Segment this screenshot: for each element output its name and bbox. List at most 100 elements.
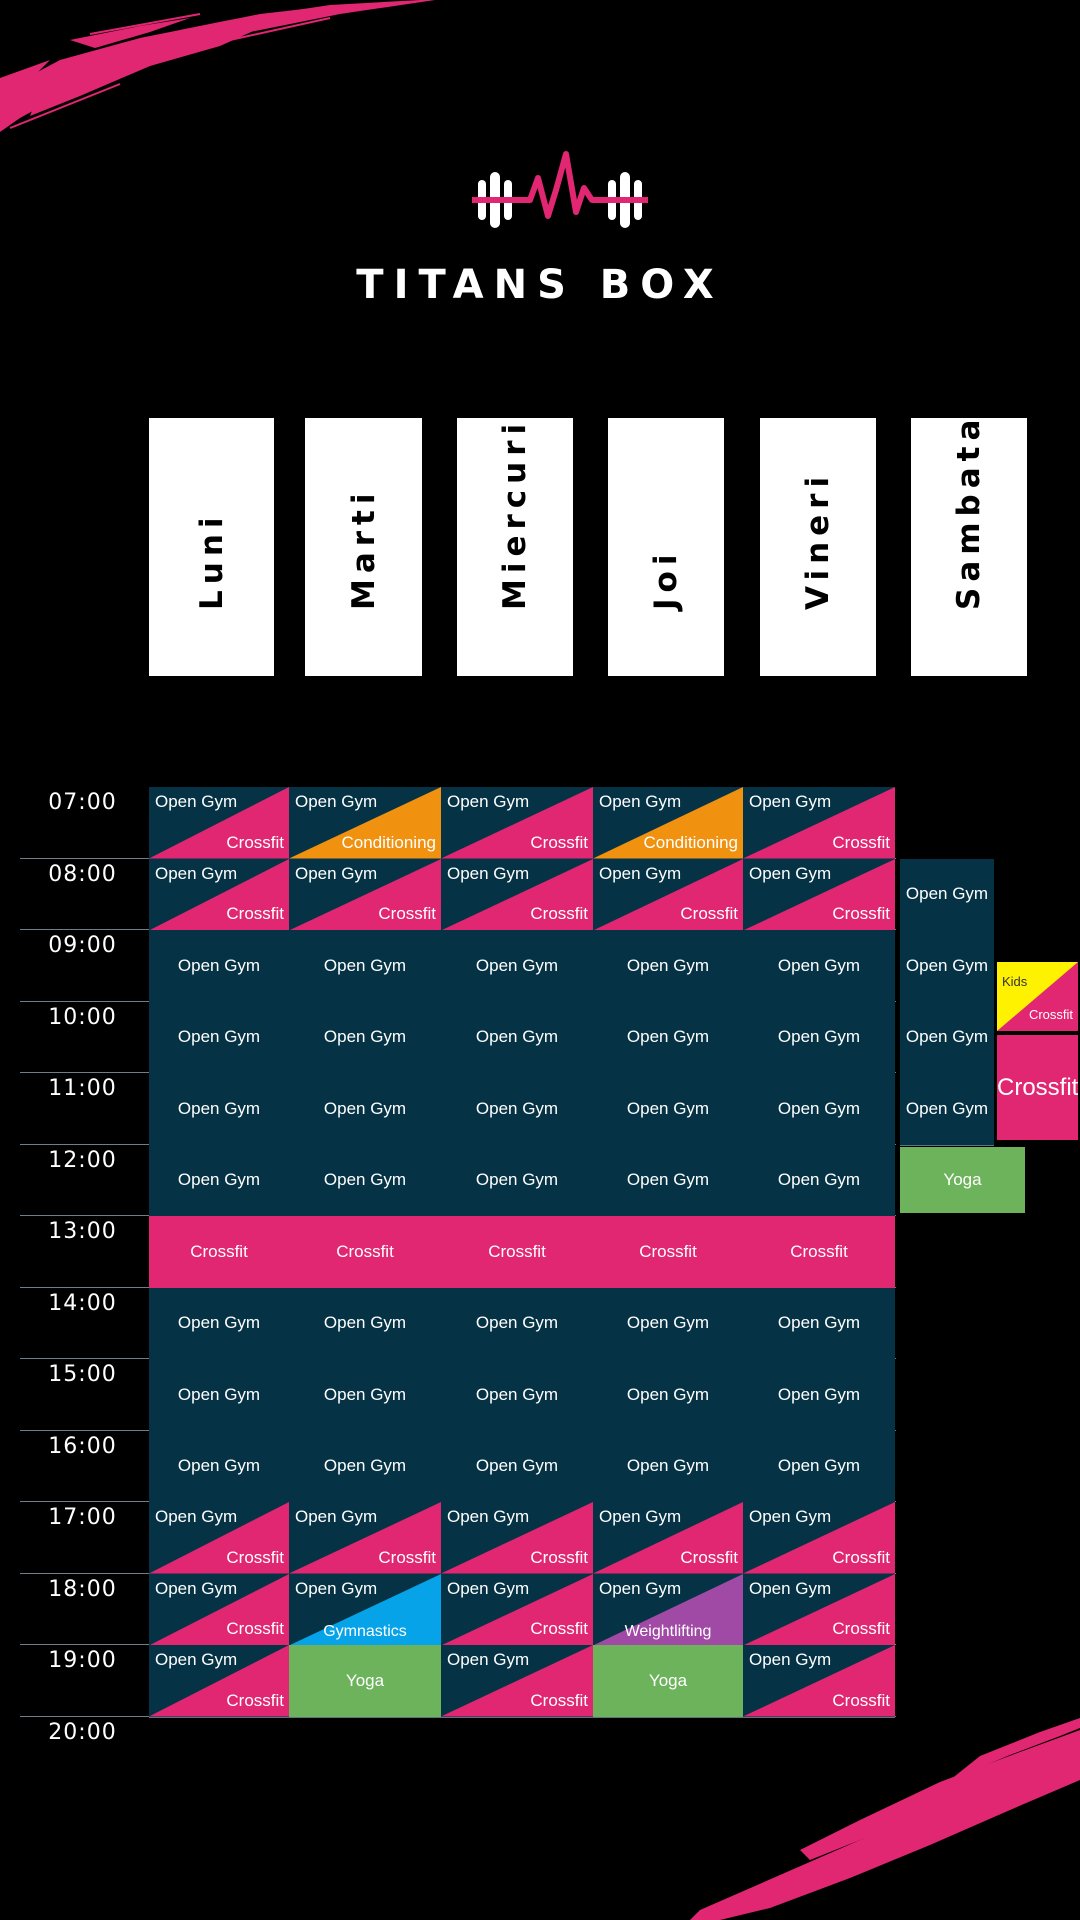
- class-label: Open Gym: [777, 1384, 861, 1404]
- split-triangle: [593, 1502, 743, 1574]
- class-slot: Open Gym Crossfit: [743, 1573, 895, 1646]
- time-label: 13:00: [48, 1219, 117, 1244]
- class-label: Open Gym: [626, 1313, 710, 1333]
- saturday-open-gym: Open Gym: [900, 1001, 994, 1074]
- class-label: Open Gym: [626, 1170, 710, 1190]
- class-slot: Open Gym Conditioning: [593, 787, 743, 860]
- class-label: Open Gym: [777, 1456, 861, 1476]
- split-triangle: [593, 787, 743, 859]
- class-slot: Open Gym: [149, 1001, 289, 1074]
- class-slot: Crossfit: [441, 1216, 593, 1289]
- day-label: Luni: [193, 511, 230, 610]
- class-label: Open Gym: [626, 955, 710, 975]
- class-label: Open Gym: [177, 955, 261, 975]
- barbell-heartbeat-icon: [472, 151, 648, 228]
- split-triangle: [593, 858, 743, 930]
- day-card-miercuri: Miercuri: [457, 418, 573, 676]
- class-label-bottom: Gymnastics: [323, 1623, 407, 1640]
- split-triangle: [441, 858, 593, 930]
- class-slot: Open Gym Crossfit: [149, 1502, 289, 1575]
- day-label: Marti: [345, 487, 382, 610]
- class-slot: Open Gym: [593, 1073, 743, 1146]
- class-slot: Open Gym: [743, 930, 895, 1003]
- class-label-bottom: Crossfit: [530, 904, 588, 923]
- class-label-top: Open Gym: [749, 1507, 832, 1526]
- class-slot: Open Gym: [289, 1359, 441, 1432]
- class-label: Open Gym: [626, 1098, 710, 1118]
- time-label: 19:00: [48, 1648, 117, 1673]
- class-label: Yoga: [648, 1670, 688, 1690]
- class-label-bottom: Crossfit: [832, 1547, 890, 1567]
- class-label-bottom: Crossfit: [530, 1619, 588, 1638]
- time-label: 07:00: [48, 790, 117, 815]
- class-label-bottom: Crossfit: [680, 904, 738, 923]
- class-label-top: Open Gym: [295, 1507, 378, 1526]
- class-label-bottom: Crossfit: [226, 1690, 284, 1710]
- class-slot: Open Gym: [593, 1287, 743, 1360]
- class-slot: Crossfit: [593, 1216, 743, 1289]
- class-label-top: Open Gym: [295, 792, 378, 811]
- class-label: Open Gym: [905, 1027, 989, 1047]
- class-slot: Open Gym: [441, 1287, 593, 1360]
- split-triangle: [743, 1573, 895, 1645]
- class-label-top: Open Gym: [599, 1507, 682, 1526]
- class-label: Open Gym: [177, 1313, 261, 1333]
- class-slot: Open Gym: [743, 1287, 895, 1360]
- class-label-top: Open Gym: [155, 1578, 238, 1598]
- class-slot: Open Gym: [743, 1359, 895, 1432]
- logo: [0, 150, 1080, 240]
- class-label-bottom: Crossfit: [378, 1547, 436, 1567]
- class-slot: Open Gym: [289, 1144, 441, 1217]
- class-label: Open Gym: [475, 1456, 559, 1476]
- class-slot: Open Gym Crossfit: [441, 858, 593, 931]
- class-label-bottom: Crossfit: [1028, 1007, 1073, 1022]
- class-label: Open Gym: [177, 1170, 261, 1190]
- class-label-bottom: Crossfit: [530, 1690, 588, 1710]
- class-slot: Open Gym: [441, 1073, 593, 1146]
- class-slot: Yoga: [289, 1645, 441, 1718]
- split-triangle: [289, 858, 441, 930]
- class-label: Open Gym: [177, 1384, 261, 1404]
- class-slot: Open Gym Gymnastics: [289, 1573, 441, 1646]
- day-label: Joi: [648, 548, 684, 610]
- class-label: Open Gym: [177, 1027, 261, 1047]
- class-label: Open Gym: [905, 955, 989, 975]
- split-triangle: [441, 1502, 593, 1574]
- class-label: Open Gym: [777, 1170, 861, 1190]
- class-slot: Open Gym: [743, 1144, 895, 1217]
- class-label: Open Gym: [323, 1456, 407, 1476]
- class-label-top: Kids: [1002, 974, 1028, 989]
- class-slot: Open Gym Crossfit: [441, 1573, 593, 1646]
- class-slot: Open Gym Crossfit: [289, 1502, 441, 1575]
- class-label-bottom: Crossfit: [832, 904, 890, 923]
- class-label: Open Gym: [475, 1098, 559, 1118]
- saturday-yoga: Yoga: [900, 1146, 1025, 1213]
- time-label: 12:00: [48, 1147, 117, 1173]
- class-slot: Open Gym: [289, 1001, 441, 1074]
- time-label: 18:00: [48, 1576, 117, 1602]
- class-label: Open Gym: [475, 1313, 559, 1333]
- class-label-top: Open Gym: [749, 1578, 832, 1598]
- saturday-kids-crossfit: Kids Crossfit: [997, 962, 1078, 1031]
- pink-brush-stroke-bottom: [690, 1718, 1080, 1920]
- class-label: Crossfit: [336, 1241, 394, 1261]
- class-slot: Open Gym: [593, 1359, 743, 1432]
- saturday-crossfit: Crossfit: [997, 1035, 1078, 1140]
- class-label-bottom: Crossfit: [226, 1619, 284, 1638]
- class-label-top: Open Gym: [599, 863, 682, 883]
- class-label: Open Gym: [475, 1384, 559, 1404]
- split-triangle: [149, 1502, 289, 1574]
- class-slot: Open Gym Crossfit: [149, 1573, 289, 1646]
- saturday-open-gym: Open Gym: [900, 1073, 994, 1146]
- day-card-sambata: Sambata: [911, 414, 1027, 676]
- class-slot: Yoga: [593, 1645, 743, 1718]
- class-label-top: Open Gym: [155, 1650, 238, 1669]
- class-label-top: Open Gym: [447, 863, 530, 883]
- class-slot: Open Gym: [289, 1073, 441, 1146]
- day-card-luni: Luni: [149, 418, 274, 676]
- split-triangle: [441, 787, 593, 859]
- class-label: Open Gym: [323, 1313, 407, 1333]
- class-slot: Open Gym Crossfit: [289, 858, 441, 931]
- class-label-top: Open Gym: [447, 1507, 530, 1526]
- class-label: Open Gym: [905, 1098, 989, 1118]
